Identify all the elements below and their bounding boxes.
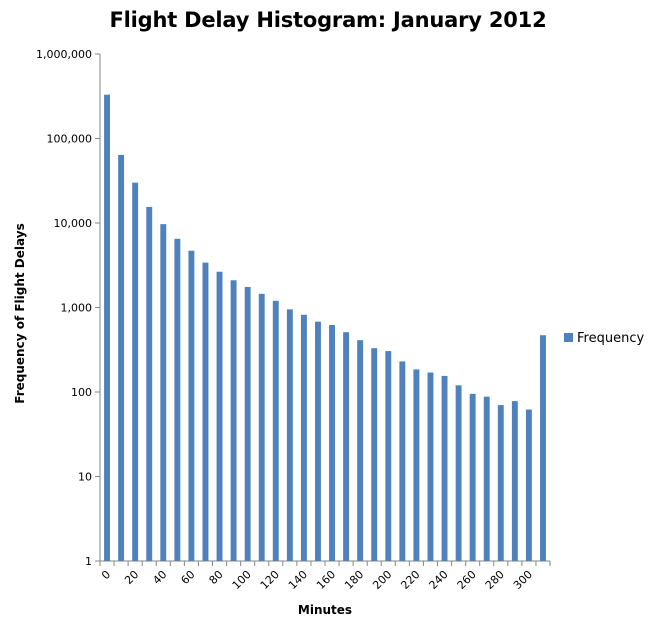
y-tick-label: 100: [71, 386, 92, 399]
bar: [202, 262, 209, 561]
bar: [441, 375, 448, 561]
x-tick-label: 300: [511, 568, 535, 592]
y-tick-label: 10: [78, 471, 92, 484]
x-tick-label: 180: [342, 568, 366, 592]
bar: [483, 396, 490, 561]
bar: [216, 271, 223, 561]
x-tick-label: 0: [99, 568, 113, 582]
y-tick-label: 1,000,000: [36, 48, 92, 61]
bar: [160, 224, 167, 561]
bar: [258, 293, 265, 561]
y-tick-label: 1: [85, 555, 92, 568]
bar: [455, 385, 462, 561]
bar: [357, 340, 364, 561]
bar: [286, 309, 293, 561]
legend-swatch-frequency: [564, 333, 573, 342]
y-axis-title: Frequency of Flight Delays: [13, 223, 27, 403]
x-tick-label: 100: [230, 568, 254, 592]
bar: [371, 348, 378, 561]
bar: [525, 409, 532, 561]
y-tick-label: 10,000: [54, 217, 93, 230]
bar: [188, 250, 195, 561]
y-axis: 1 10 100 1,000 10,000 100,000 1,000,000: [36, 48, 101, 568]
x-tick-label: 200: [370, 568, 394, 592]
x-tick-label: 60: [178, 568, 197, 587]
y-tick-label: 100,000: [47, 133, 93, 146]
bar: [511, 401, 518, 561]
legend-label-frequency: Frequency: [577, 331, 644, 346]
chart-title: Flight Delay Histogram: January 2012: [109, 8, 547, 32]
bar: [230, 280, 237, 561]
y-tick-label: 1,000: [61, 302, 93, 315]
bars: [104, 94, 546, 562]
bar: [104, 94, 110, 561]
bar: [146, 206, 153, 562]
bar: [469, 393, 476, 561]
bar: [300, 314, 307, 561]
x-tick-label: 40: [150, 568, 169, 587]
bar: [132, 182, 139, 561]
x-tick-label: 240: [427, 568, 451, 592]
x-tick-label: 280: [483, 568, 507, 592]
bar: [399, 361, 406, 561]
bar: [315, 321, 321, 561]
bar: [427, 372, 434, 561]
x-tick-label: 120: [258, 568, 282, 592]
x-tick-label: 80: [207, 568, 226, 587]
bar: [244, 286, 251, 561]
x-axis-title: Minutes: [298, 603, 352, 617]
bar: [385, 351, 392, 561]
bar: [497, 405, 504, 561]
x-axis: 0 20 40 60 80 100 120 140 160 180 200 220 240 260 280 3…: [99, 560, 551, 592]
x-tick-label: 20: [122, 568, 141, 587]
x-tick-label: 160: [314, 568, 338, 592]
bar: [272, 300, 279, 561]
bar: [174, 238, 181, 561]
bar: [413, 369, 420, 561]
bar: [329, 325, 335, 561]
legend: Frequency: [564, 331, 644, 346]
x-tick-label: 260: [455, 568, 479, 592]
x-tick-label: 140: [286, 568, 310, 592]
bar: [343, 332, 350, 561]
x-tick-label: 220: [398, 568, 422, 592]
bar: [540, 335, 546, 561]
bar: [118, 154, 125, 561]
